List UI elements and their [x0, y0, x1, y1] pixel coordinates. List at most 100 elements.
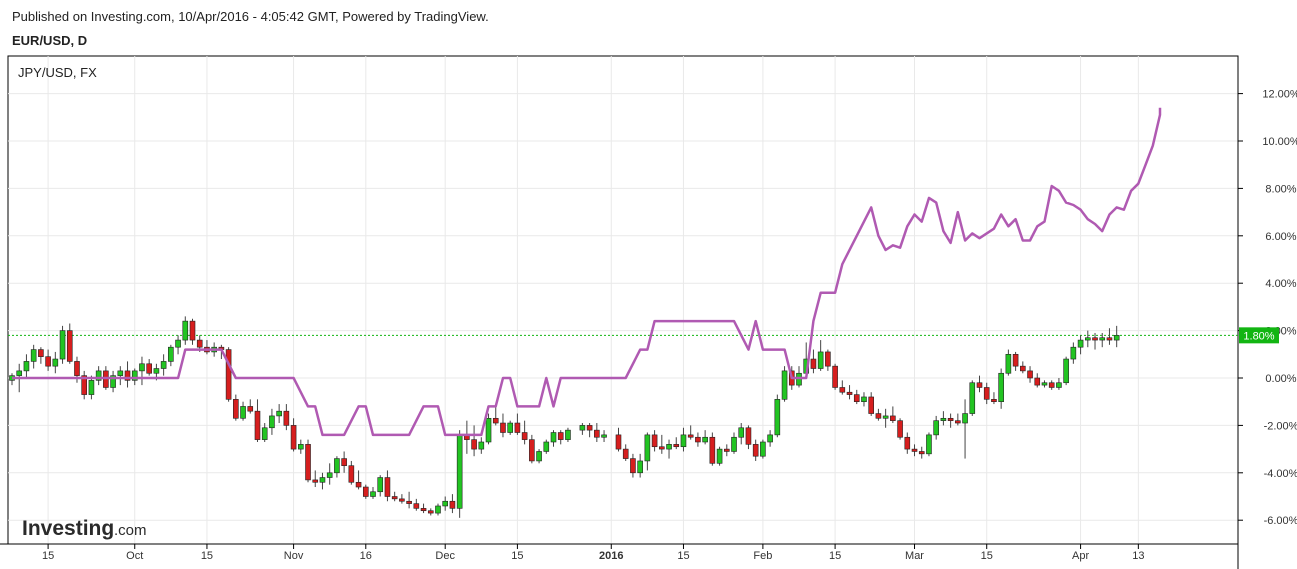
candle — [95, 366, 102, 386]
last-value-badge: 1.80% — [1239, 327, 1279, 344]
candle — [514, 413, 521, 435]
y-tick-label: -2.00% — [1264, 420, 1297, 432]
candle — [442, 496, 449, 511]
candle-body — [449, 500, 456, 509]
candle — [890, 406, 896, 424]
candle — [760, 439, 766, 459]
candle — [868, 392, 874, 416]
candle-body — [904, 436, 911, 450]
candle-body — [399, 498, 405, 502]
candle-body — [695, 436, 701, 443]
candle-body — [1012, 353, 1019, 367]
candle — [731, 432, 737, 454]
candle-body — [875, 413, 882, 419]
candle-body — [969, 382, 976, 414]
x-tick-label: 15 — [981, 550, 993, 562]
candle — [88, 375, 95, 400]
candle-body — [1099, 337, 1106, 341]
candle-body — [781, 370, 788, 400]
candle — [23, 354, 30, 378]
candle-body — [160, 361, 167, 369]
candlestick-series — [9, 316, 1120, 518]
candle — [1005, 349, 1012, 376]
candle — [1041, 380, 1048, 388]
candle-body — [839, 387, 846, 393]
candle-body — [897, 420, 903, 438]
candle-body — [175, 339, 181, 348]
x-tick-label: 13 — [1132, 550, 1144, 562]
x-tick-label: 15 — [677, 550, 689, 562]
last-value-badge-bg — [1239, 327, 1279, 344]
candle — [557, 430, 564, 445]
candle-body — [767, 434, 773, 443]
candle — [933, 415, 939, 440]
candle-body — [305, 444, 311, 481]
candle-body — [225, 349, 232, 400]
candle — [810, 349, 817, 374]
candle-body — [760, 441, 766, 457]
candle-body — [1027, 370, 1033, 379]
candle-body — [659, 446, 665, 450]
candle-body — [586, 425, 593, 431]
candle — [139, 356, 145, 386]
candle — [500, 413, 506, 438]
candle-body — [507, 422, 513, 433]
x-tick-label: Feb — [753, 550, 772, 562]
candle — [456, 430, 463, 518]
candle-body — [890, 415, 896, 421]
candle-body — [955, 420, 961, 424]
candle — [247, 399, 254, 414]
candle-body — [1056, 382, 1062, 388]
candle-body — [319, 477, 326, 483]
grid — [8, 56, 1238, 544]
candle-body — [146, 363, 152, 374]
candle — [1063, 356, 1069, 386]
candle — [319, 472, 326, 490]
published-caption: Published on Investing.com, 10/Apr/2016 … — [12, 9, 489, 24]
candle — [261, 423, 268, 442]
candle — [666, 439, 672, 459]
candle-body — [427, 510, 434, 514]
candle-body — [543, 441, 550, 452]
candle — [673, 437, 680, 450]
candle-body — [1005, 353, 1012, 374]
candle — [1020, 361, 1026, 374]
candle-body — [341, 458, 347, 466]
candle — [897, 418, 903, 440]
candle-body — [940, 417, 947, 421]
candle — [594, 423, 600, 442]
candle-body — [976, 382, 983, 388]
candle — [471, 425, 477, 457]
candle — [45, 349, 51, 371]
candle — [637, 453, 643, 478]
candle-body — [709, 436, 716, 464]
candle-body — [550, 432, 557, 443]
candle — [904, 432, 911, 454]
candle — [233, 394, 239, 421]
candle-body — [131, 370, 138, 381]
candle-body — [926, 434, 932, 455]
candle-body — [276, 410, 282, 417]
candle — [110, 370, 116, 393]
candle-body — [817, 351, 824, 369]
candle — [781, 366, 788, 402]
candle-body — [139, 363, 145, 372]
candle — [998, 368, 1004, 409]
candle — [745, 425, 752, 450]
candle — [817, 340, 824, 371]
candle-body — [442, 500, 449, 507]
x-axis: 15 Oct 15 Nov 16 Dec 15 2016 15 Feb 15 Mar 15 Apr 13 — [42, 544, 1144, 562]
candle-body — [334, 458, 340, 474]
candle — [399, 494, 405, 504]
candle — [565, 427, 571, 442]
candle-body — [1041, 382, 1048, 386]
candle-body — [413, 503, 420, 509]
candle-body — [471, 439, 477, 450]
y-tick-label: 8.00% — [1265, 183, 1296, 195]
candle-body — [622, 448, 629, 459]
candle — [52, 351, 59, 374]
candle — [420, 503, 427, 514]
candle — [175, 335, 181, 355]
candle — [543, 439, 550, 454]
